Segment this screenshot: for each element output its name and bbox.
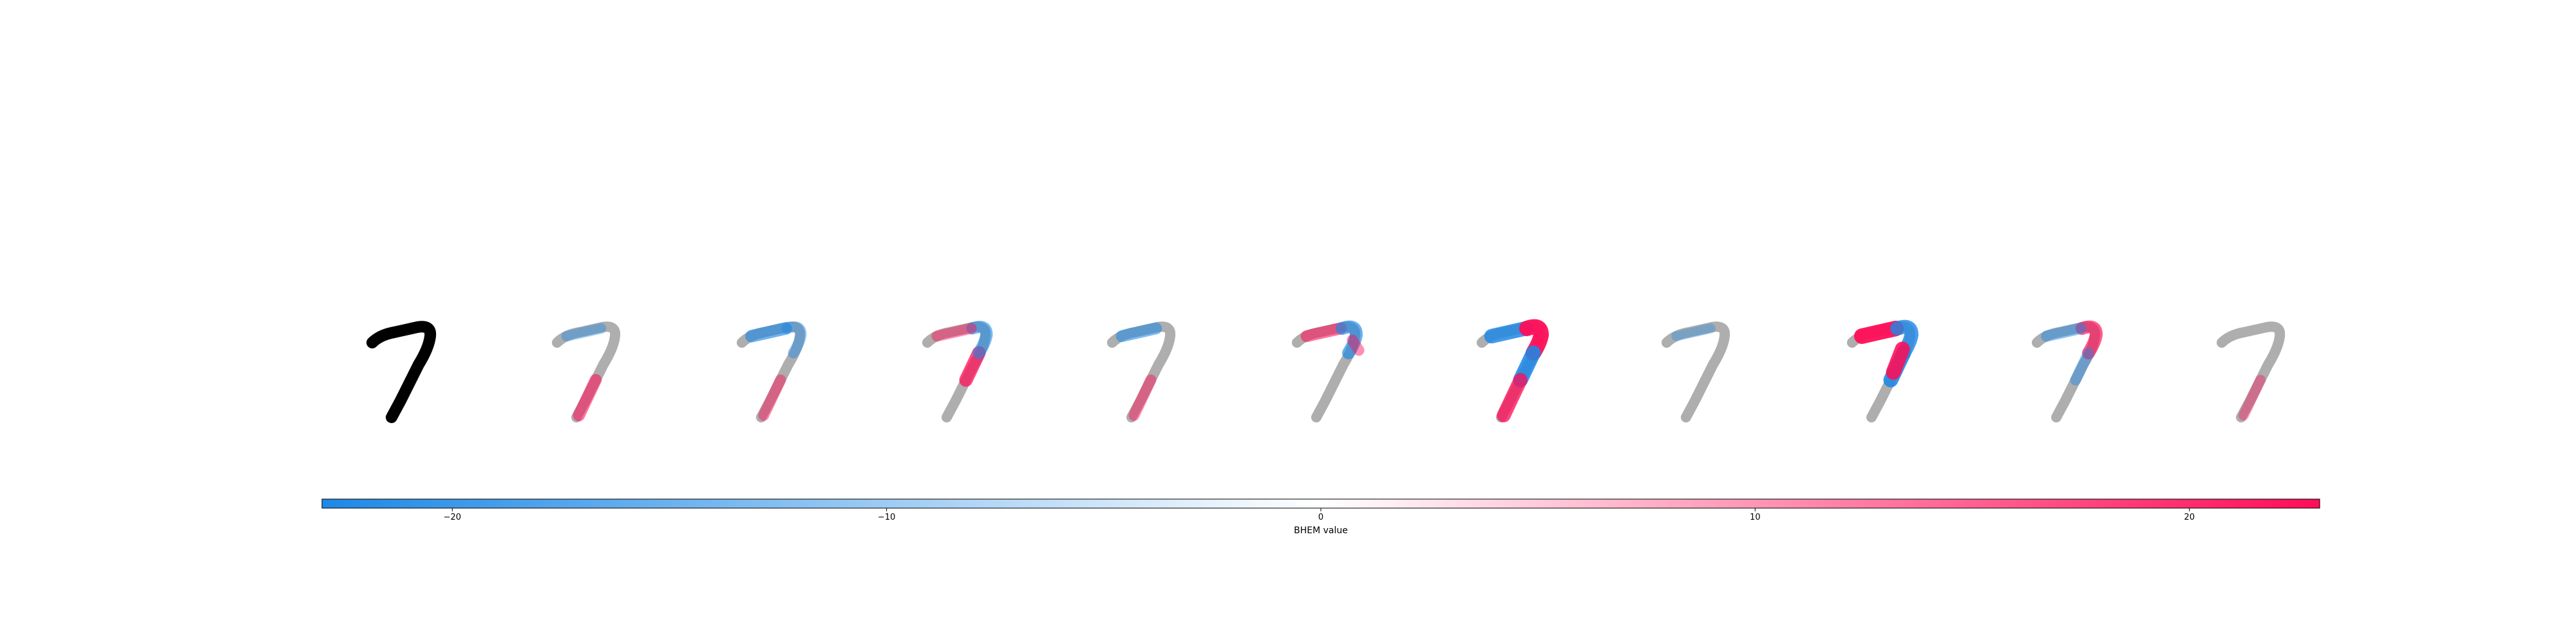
digit-gray-stroke (2217, 321, 2286, 422)
digit-svg (1106, 321, 1175, 422)
attribution-image (2196, 303, 2299, 431)
negative-attribution-region (1336, 320, 1363, 359)
positive-attribution-region (1886, 341, 1910, 380)
digit-svg (1662, 321, 1730, 422)
positive-attribution-region (931, 323, 977, 342)
digit-gray-stroke (552, 321, 621, 422)
attribution-image (1641, 303, 1744, 431)
attribution-image (1826, 303, 1929, 431)
colorbar-tick-label: 10 (1750, 513, 1761, 522)
negative-attribution-region (966, 321, 993, 359)
positive-attribution-region (758, 374, 786, 421)
negative-attribution-region (1671, 323, 1716, 341)
negative-attribution-region (561, 323, 607, 342)
colorbar-ticks: −20 −10 0 10 20 (444, 508, 2195, 522)
negative-attribution-region (745, 322, 793, 343)
positive-attribution-region (1300, 322, 1347, 343)
colorbar-gradient (321, 498, 2320, 509)
positive-attribution-region (573, 374, 602, 422)
attribution-image (1456, 303, 1559, 431)
positive-attribution-region (1347, 334, 1365, 356)
positive-attribution-region (1128, 374, 1157, 421)
digit-svg (1292, 320, 1365, 422)
colorbar-label: BHEM value (1294, 526, 1348, 536)
digit-gray-stroke (1662, 321, 1730, 422)
digit-svg (2217, 321, 2286, 422)
colorbar-tick-label: 0 (1318, 513, 1323, 522)
colorbar-tick-label: 20 (2184, 513, 2195, 522)
positive-attribution-region (1853, 321, 1904, 344)
digit-stroke (366, 321, 437, 423)
positive-attribution-region (1497, 373, 1528, 422)
colorbar-tick-label: −10 (878, 513, 895, 522)
positive-attribution-region (2075, 320, 2103, 359)
attribution-image (902, 303, 1005, 431)
colorbar-tick-label: −20 (444, 513, 461, 522)
digit-svg (366, 321, 437, 423)
digit-svg (1846, 319, 1918, 422)
negative-attribution-region (2041, 323, 2087, 342)
attribution-image (716, 303, 819, 431)
negative-attribution-region (781, 321, 807, 359)
attribution-image (531, 303, 634, 431)
attribution-image (1086, 303, 1189, 431)
digit-svg (737, 321, 807, 422)
negative-attribution-region (1115, 322, 1162, 343)
negative-attribution-region (2070, 347, 2094, 386)
digit-svg (1477, 319, 1549, 422)
attribution-image (2011, 303, 2114, 431)
attribution-image (1271, 303, 1374, 431)
input-digit-image (346, 303, 450, 431)
digit-svg (2031, 320, 2103, 422)
positive-attribution-region (2239, 375, 2266, 421)
digit-svg (922, 321, 993, 422)
digit-svg (552, 321, 621, 422)
